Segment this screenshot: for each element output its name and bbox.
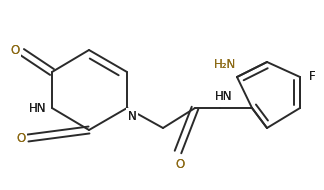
- Text: HN: HN: [215, 90, 233, 104]
- Text: HN: HN: [29, 101, 47, 115]
- Text: O: O: [10, 44, 20, 58]
- Text: F: F: [309, 70, 315, 83]
- Text: H₂N: H₂N: [214, 58, 236, 70]
- Text: O: O: [10, 44, 20, 58]
- Text: O: O: [17, 131, 26, 145]
- Text: O: O: [175, 158, 185, 170]
- Text: H₂N: H₂N: [214, 58, 236, 70]
- Text: O: O: [175, 158, 185, 170]
- Text: N: N: [128, 109, 136, 123]
- Text: O: O: [17, 131, 26, 145]
- Text: HN: HN: [29, 101, 47, 115]
- Text: N: N: [128, 109, 136, 123]
- Text: F: F: [309, 70, 315, 83]
- Text: HN: HN: [215, 90, 233, 104]
